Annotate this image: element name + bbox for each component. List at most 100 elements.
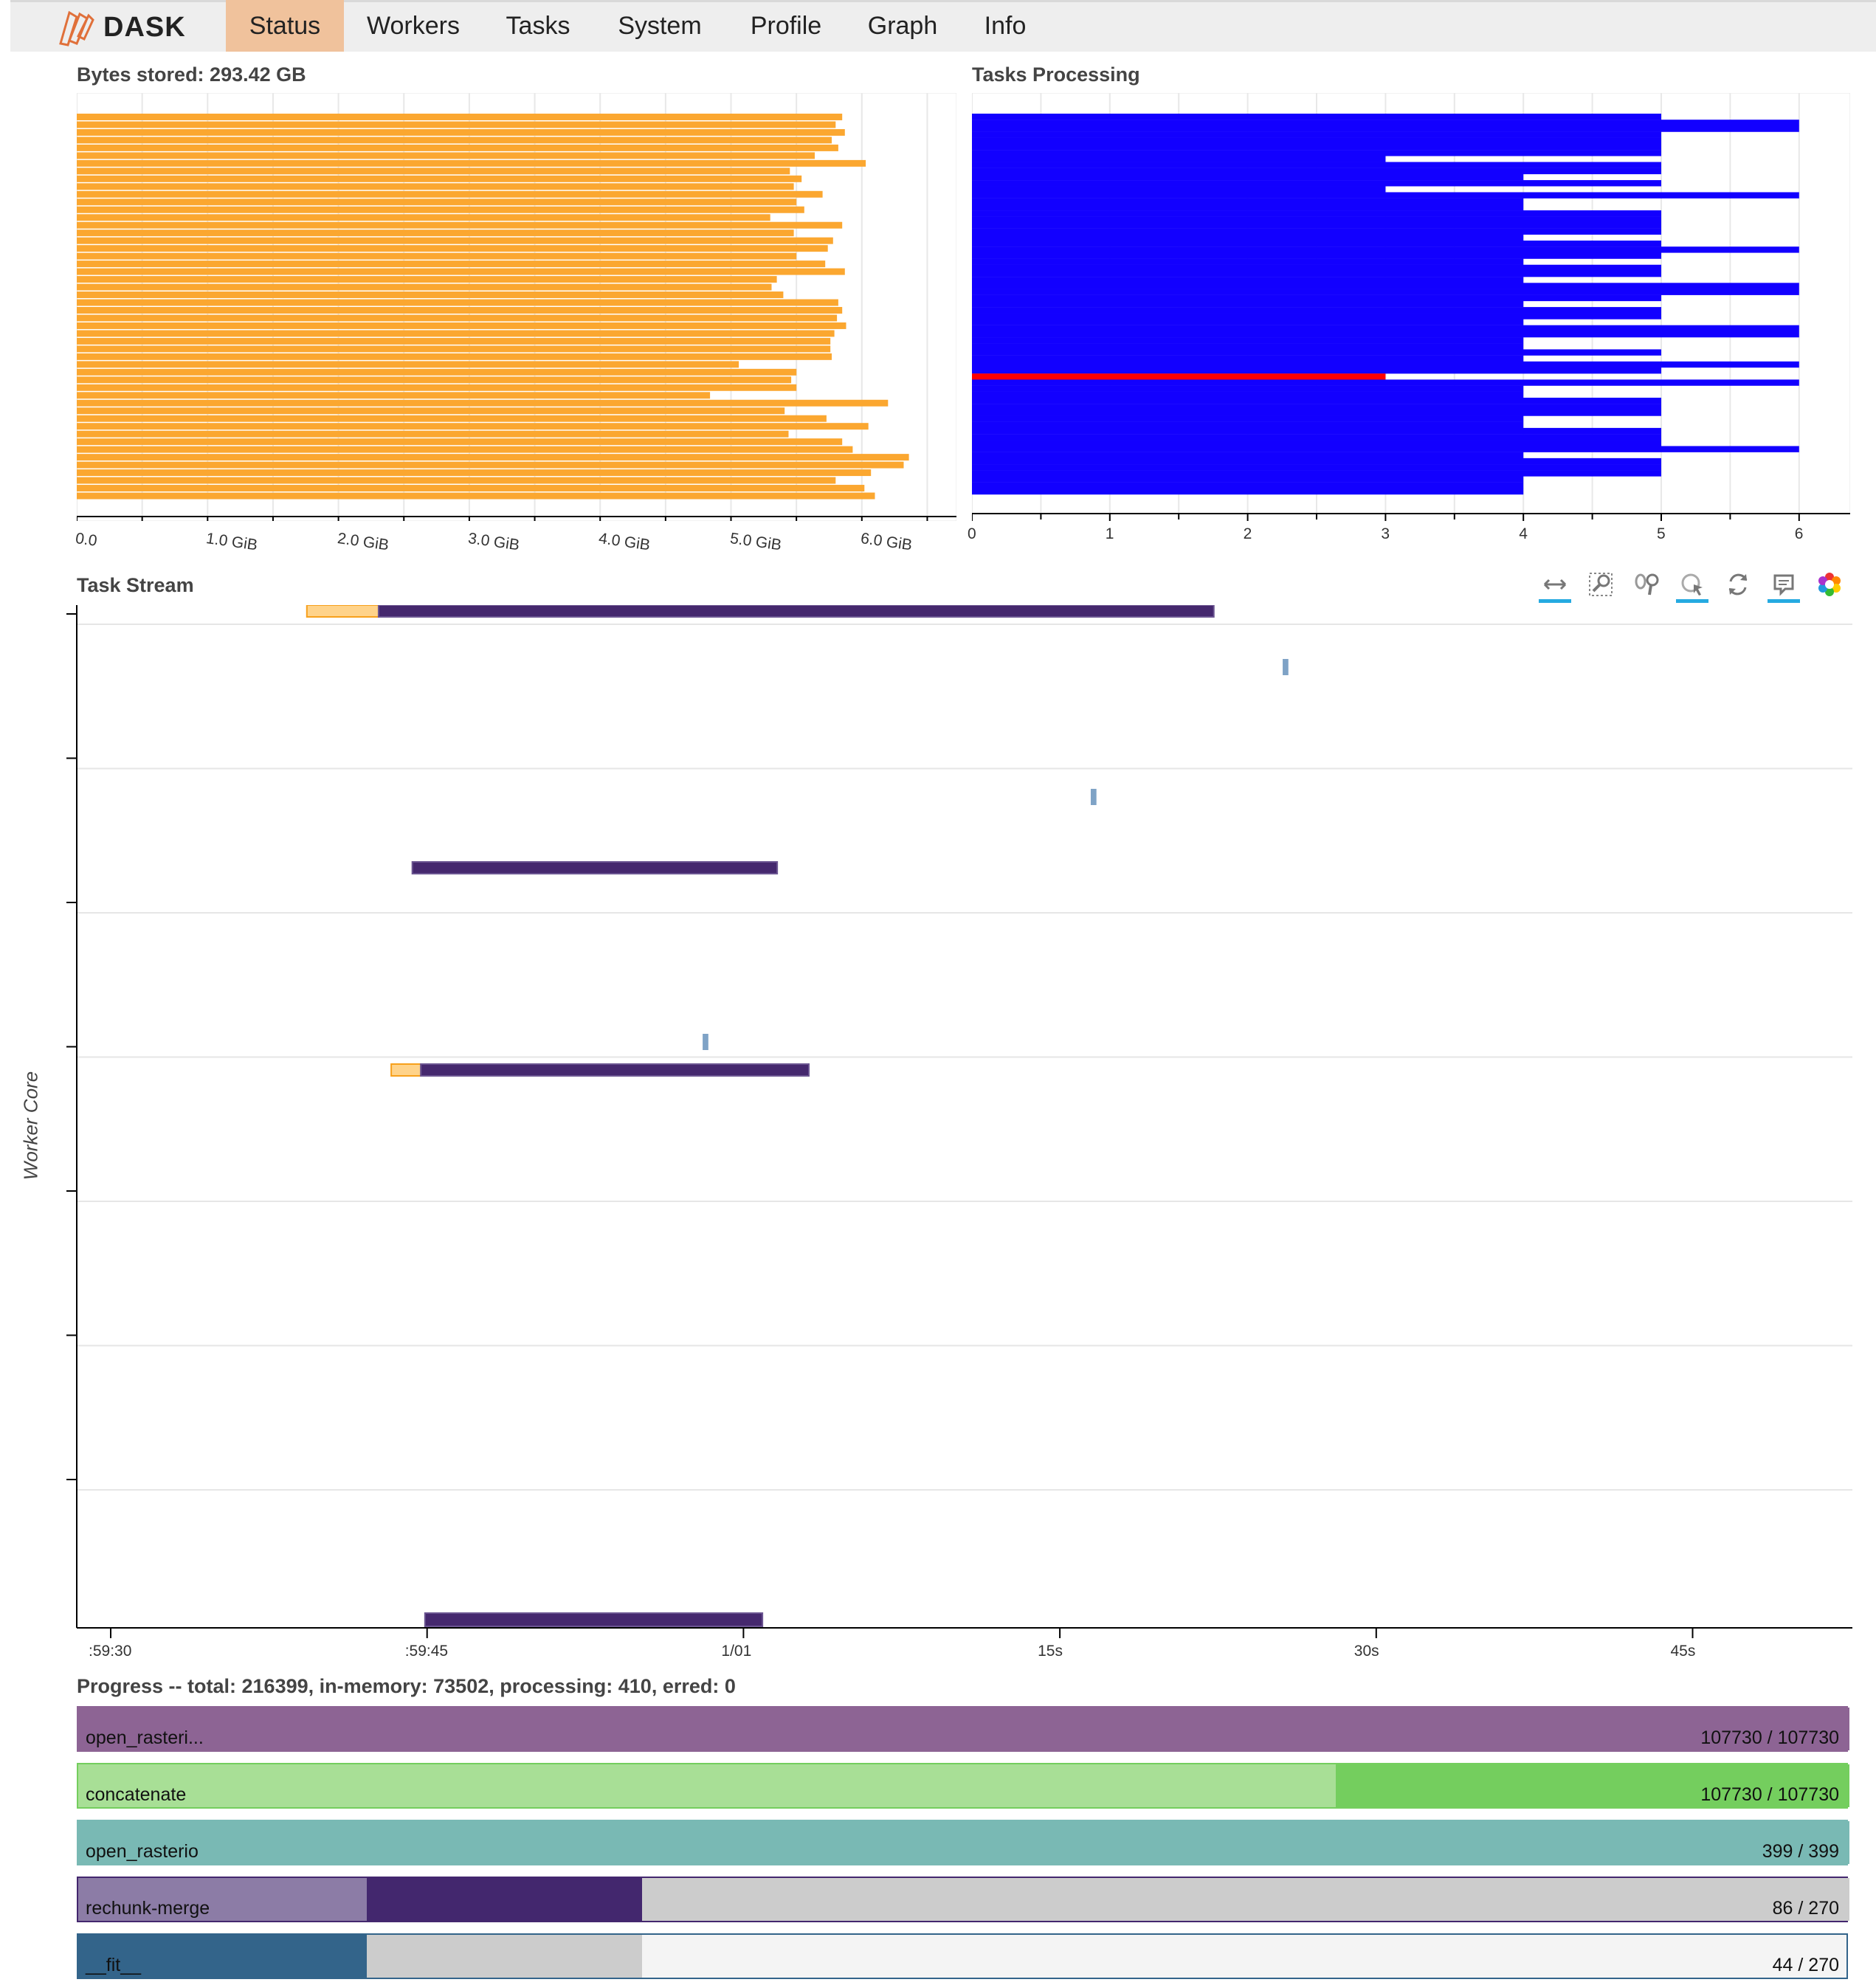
tasks-bar[interactable] xyxy=(972,216,1661,223)
tasks-bar[interactable] xyxy=(972,114,1661,120)
bytes-bar[interactable] xyxy=(77,461,904,469)
bytes-bar[interactable] xyxy=(77,291,784,299)
bytes-bar[interactable] xyxy=(77,114,843,120)
bytes-bar[interactable] xyxy=(77,198,797,206)
tasks-bar[interactable] xyxy=(972,228,1661,235)
box-zoom-icon[interactable] xyxy=(1584,566,1617,603)
task-stream-rect[interactable] xyxy=(420,1063,810,1077)
tap-icon[interactable] xyxy=(1676,566,1708,603)
tasks-bar[interactable] xyxy=(972,270,1661,277)
tab-profile[interactable]: Profile xyxy=(750,11,822,40)
bytes-bar[interactable] xyxy=(77,446,853,453)
tasks-bar[interactable] xyxy=(972,198,1524,205)
tasks-bar[interactable] xyxy=(972,125,1799,132)
bytes-bar[interactable] xyxy=(77,268,845,275)
tasks-bar[interactable] xyxy=(972,307,1661,314)
task-stream-rect[interactable] xyxy=(411,861,779,874)
bytes-stored-chart[interactable] xyxy=(77,93,956,521)
tasks-bar[interactable] xyxy=(972,173,1524,181)
bytes-bar[interactable] xyxy=(77,314,838,322)
tasks-bar[interactable] xyxy=(972,446,1799,452)
tab-status[interactable]: Status xyxy=(226,0,344,52)
bytes-bar[interactable] xyxy=(77,407,785,415)
bytes-bar[interactable] xyxy=(77,159,866,167)
tasks-bar[interactable] xyxy=(972,137,1661,145)
tab-workers[interactable]: Workers xyxy=(367,11,460,40)
bytes-bar[interactable] xyxy=(77,492,875,500)
bytes-bar[interactable] xyxy=(77,399,889,407)
tasks-bar[interactable] xyxy=(972,210,1661,217)
progress-row[interactable]: concatenate 107730 / 107730 xyxy=(77,1763,1849,1809)
tasks-bar[interactable] xyxy=(972,427,1661,435)
tasks-bar[interactable] xyxy=(972,186,1386,193)
task-stream-rect[interactable] xyxy=(306,605,379,618)
tasks-bar[interactable] xyxy=(972,150,1661,156)
bytes-bar[interactable] xyxy=(77,229,794,237)
tasks-bar[interactable] xyxy=(972,192,1799,198)
bytes-bar[interactable] xyxy=(77,415,827,422)
progress-row[interactable]: open_rasterio 399 / 399 xyxy=(77,1820,1849,1865)
bytes-bar[interactable] xyxy=(77,137,832,144)
tasks-bar[interactable] xyxy=(972,488,1524,495)
bytes-bar[interactable] xyxy=(77,237,833,244)
bytes-bar[interactable] xyxy=(77,368,797,376)
task-stream-rect[interactable] xyxy=(390,1063,422,1077)
pan-icon[interactable] xyxy=(1539,566,1571,603)
tasks-bar[interactable] xyxy=(972,120,1799,126)
tab-info[interactable]: Info xyxy=(984,11,1027,40)
bytes-bar[interactable] xyxy=(77,469,872,477)
tasks-bar[interactable] xyxy=(972,458,1661,465)
tab-system[interactable]: System xyxy=(618,11,702,40)
dask-logo[interactable]: DASK xyxy=(55,5,202,49)
tasks-bar[interactable] xyxy=(972,355,1524,362)
tasks-bar[interactable] xyxy=(972,464,1661,471)
tasks-bar[interactable] xyxy=(972,294,1661,302)
tasks-bar[interactable] xyxy=(972,319,1524,325)
tasks-bar[interactable] xyxy=(972,343,1524,350)
bytes-bar[interactable] xyxy=(77,190,823,198)
bytes-bar[interactable] xyxy=(77,168,790,175)
bytes-bar[interactable] xyxy=(77,384,797,391)
tasks-bar[interactable] xyxy=(972,131,1661,138)
tasks-bar[interactable] xyxy=(972,337,1524,344)
bytes-bar[interactable] xyxy=(77,392,711,399)
tasks-bar[interactable] xyxy=(972,143,1661,151)
progress-row[interactable]: rechunk-merge 86 / 270 xyxy=(77,1877,1849,1922)
bytes-bar[interactable] xyxy=(77,283,772,291)
tasks-bar[interactable] xyxy=(972,373,1386,380)
bytes-bar[interactable] xyxy=(77,206,804,213)
bytes-bar[interactable] xyxy=(77,299,838,306)
tasks-processing-chart[interactable] xyxy=(972,93,1850,521)
tasks-bar[interactable] xyxy=(972,361,1799,368)
bytes-bar[interactable] xyxy=(77,221,843,229)
bytes-bar[interactable] xyxy=(77,376,792,384)
tasks-bar[interactable] xyxy=(972,246,1799,253)
task-stream-rect[interactable] xyxy=(377,605,1215,618)
tasks-bar[interactable] xyxy=(972,482,1524,489)
tasks-bar[interactable] xyxy=(972,331,1799,338)
tasks-bar[interactable] xyxy=(972,367,1661,374)
tasks-bar[interactable] xyxy=(972,325,1799,332)
reset-icon[interactable] xyxy=(1722,566,1754,603)
tasks-bar[interactable] xyxy=(972,385,1524,392)
task-stream-rect[interactable] xyxy=(703,1034,708,1050)
tasks-bar[interactable] xyxy=(972,222,1661,229)
tasks-bar[interactable] xyxy=(972,241,1661,247)
bytes-bar[interactable] xyxy=(77,252,797,260)
bytes-bar[interactable] xyxy=(77,214,770,221)
bytes-bar[interactable] xyxy=(77,121,836,128)
bytes-bar[interactable] xyxy=(77,276,777,283)
bytes-bar[interactable] xyxy=(77,430,789,438)
task-stream-rect[interactable] xyxy=(1283,659,1289,675)
task-stream-chart[interactable] xyxy=(62,605,1852,1653)
bytes-bar[interactable] xyxy=(77,485,865,492)
bytes-bar[interactable] xyxy=(77,152,815,159)
bytes-bar[interactable] xyxy=(77,175,802,182)
tasks-bar[interactable] xyxy=(972,156,1386,162)
tasks-bar[interactable] xyxy=(972,277,1524,283)
bytes-bar[interactable] xyxy=(77,361,739,368)
bytes-bar[interactable] xyxy=(77,477,836,484)
bytes-bar[interactable] xyxy=(77,307,843,314)
tasks-bar[interactable] xyxy=(972,252,1661,259)
hover-icon[interactable] xyxy=(1768,566,1800,603)
